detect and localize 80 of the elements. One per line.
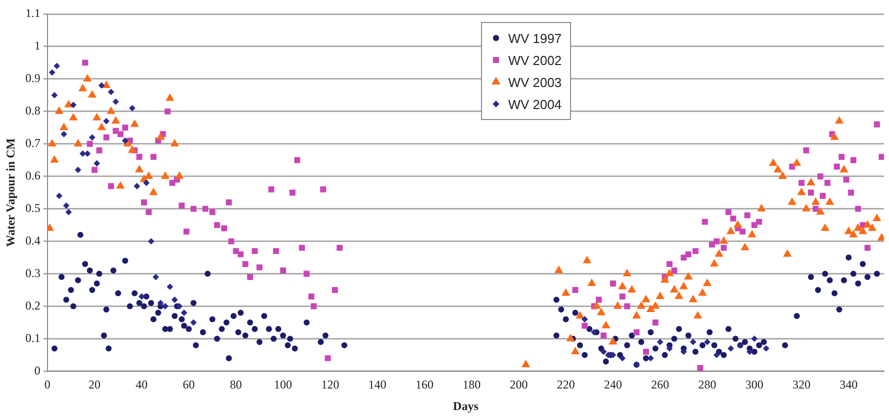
point	[657, 338, 664, 345]
point	[56, 192, 62, 199]
point	[751, 336, 758, 342]
y-tick-label: 0.2	[25, 298, 40, 312]
y-tick-label: 0.1	[25, 330, 40, 345]
x-tick-label: 100	[274, 378, 292, 392]
x-tick-label: 200	[510, 378, 528, 392]
y-tick-label: 0.7	[25, 136, 40, 150]
point	[112, 98, 119, 105]
point	[690, 338, 696, 345]
point	[51, 92, 58, 98]
y-tick-label: 0.6	[25, 168, 40, 183]
point	[763, 345, 770, 352]
point	[143, 180, 150, 186]
x-tick-label: 240	[604, 378, 622, 392]
point	[181, 310, 188, 316]
point	[54, 62, 60, 69]
x-tick-label: 320	[792, 378, 811, 392]
point	[138, 294, 145, 300]
y-tick-label: 0.8	[25, 104, 40, 118]
x-tick-label: 260	[651, 378, 670, 392]
point	[66, 209, 72, 216]
point	[172, 296, 178, 303]
y-tick-label: 0.4	[25, 233, 40, 248]
x-tick-label: 80	[230, 378, 242, 392]
point	[80, 150, 86, 157]
point	[166, 284, 173, 290]
point	[619, 355, 626, 362]
point	[94, 160, 100, 166]
y-tick-label: 0.9	[25, 71, 40, 86]
x-tick-label: 280	[698, 378, 716, 392]
x-tick-label: 180	[462, 378, 481, 392]
point	[190, 319, 197, 326]
point	[666, 345, 673, 352]
x-tick-label: 20	[88, 378, 101, 392]
point	[158, 300, 164, 306]
legend-label: WV 2002	[508, 52, 562, 68]
x-tick-label: 0	[44, 378, 50, 392]
point	[714, 352, 720, 358]
point	[122, 138, 128, 144]
x-tick-label: 220	[556, 378, 575, 392]
point	[134, 183, 140, 190]
point	[108, 88, 114, 95]
point	[648, 355, 654, 362]
x-tick-label: 60	[182, 378, 195, 392]
y-tick-label: 0.3	[25, 266, 40, 280]
point	[89, 134, 96, 140]
legend-label: WV 2003	[508, 74, 562, 90]
y-tick-label: 0	[34, 363, 40, 378]
point	[70, 102, 76, 108]
y-axis-title: Water Vapour in CM	[3, 138, 18, 247]
point	[746, 348, 753, 355]
y-tick-label: 1.1	[25, 6, 40, 20]
x-tick-label: 340	[840, 378, 858, 392]
point	[591, 329, 598, 336]
point	[103, 118, 110, 124]
point	[162, 303, 168, 310]
point	[98, 82, 105, 88]
point	[728, 345, 734, 352]
point	[582, 316, 588, 322]
x-tick-label: 140	[368, 378, 386, 392]
x-tick-label: 40	[136, 378, 148, 392]
point	[75, 166, 82, 173]
point	[600, 348, 607, 355]
x-tick-label: 120	[321, 378, 340, 392]
point	[704, 338, 710, 345]
point	[49, 69, 56, 76]
x-tick-label: 300	[745, 378, 764, 392]
point	[60, 131, 67, 138]
point	[148, 238, 154, 244]
x-tick-label: 160	[415, 378, 434, 392]
legend-label: WV 1997	[508, 30, 562, 46]
x-axis-title: Days	[453, 398, 479, 413]
y-tick-label: 1	[34, 38, 40, 53]
point	[129, 105, 136, 112]
point	[152, 274, 159, 280]
legend-label: WV 2004	[508, 96, 562, 112]
point	[680, 348, 687, 355]
y-tick-label: 0.5	[25, 200, 40, 215]
point	[63, 202, 70, 209]
